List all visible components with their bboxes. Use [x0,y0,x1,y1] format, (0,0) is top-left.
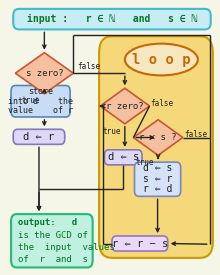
FancyBboxPatch shape [134,162,181,196]
FancyBboxPatch shape [13,129,65,144]
Text: into d    the: into d the [8,97,73,106]
FancyBboxPatch shape [11,214,93,268]
FancyBboxPatch shape [11,86,70,117]
Text: is the GCD of: is the GCD of [18,231,87,240]
FancyBboxPatch shape [104,150,142,165]
Text: the  input  values: the input values [18,243,114,252]
Text: of  r  and  s: of r and s [18,255,87,264]
Text: input :   r ∈ ℕ   and   s ∈ ℕ: input : r ∈ ℕ and s ∈ ℕ [27,14,197,24]
Text: true: true [102,126,121,136]
Text: s zero?: s zero? [26,69,63,78]
Polygon shape [134,120,183,155]
Ellipse shape [125,44,198,75]
Polygon shape [15,53,73,94]
Text: l o o p: l o o p [132,53,191,67]
Text: s ⇐ r: s ⇐ r [143,174,172,183]
FancyBboxPatch shape [13,9,211,29]
Text: store: store [28,87,53,96]
Text: d ⇐ r: d ⇐ r [23,132,55,142]
Text: output:   d: output: d [18,218,77,227]
Text: r ⇐ r − s: r ⇐ r − s [112,238,168,249]
FancyBboxPatch shape [112,236,168,251]
FancyBboxPatch shape [99,36,213,258]
Text: true: true [22,97,40,105]
Text: r ⇐ d: r ⇐ d [143,184,172,194]
Text: true: true [135,158,154,167]
Text: d ⇐ s: d ⇐ s [143,163,172,173]
Polygon shape [100,88,150,124]
Text: value    of r: value of r [8,106,73,115]
Text: false: false [151,99,174,108]
Text: r < s ?: r < s ? [139,133,177,142]
Text: d ⇐ s: d ⇐ s [108,152,139,162]
Text: false: false [78,62,101,71]
Text: false: false [184,130,207,139]
Text: r zero?: r zero? [106,101,144,111]
